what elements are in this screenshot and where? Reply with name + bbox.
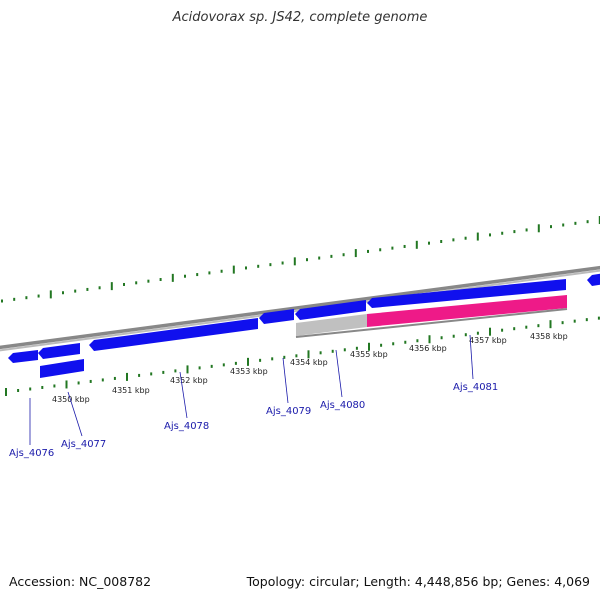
feature-outline [295,308,568,338]
gene-ajs-4080[interactable] [295,300,366,320]
scale-labels: 4350 kbp 4351 kbp 4352 kbp 4353 kbp 4354 kbp… [52,332,568,404]
upper-tick-ring [1,216,600,303]
gene-label-ajs-4079[interactable]: Ajs_4079 [266,406,311,417]
gene-label-ajs-4076[interactable]: Ajs_4076 [9,448,54,459]
gene-ajs-4079[interactable] [259,309,294,324]
gene-label-ajs-4077[interactable]: Ajs_4077 [61,439,106,450]
gene-label-ajs-4081[interactable]: Ajs_4081 [453,382,498,393]
gene-ajs-4081[interactable] [367,279,566,308]
gene-ajs-4077[interactable] [38,343,80,359]
map-title: Acidovorax sp. JS42, complete genome [172,10,428,25]
gene-label-leaders [29,334,474,445]
highlight-feature[interactable] [367,295,567,327]
gene-next[interactable] [587,273,600,286]
scale-label: 4350 kbp [52,395,90,404]
gene-ajs-4076[interactable] [8,350,38,363]
gray-feature[interactable] [296,314,367,336]
lower-tick-ring [5,316,600,396]
scale-label: 4358 kbp [530,332,568,341]
genome-summary-text: Topology: circular; Length: 4,448,856 bp… [246,574,590,589]
scale-label: 4353 kbp [230,367,268,376]
gene-ajs-4078[interactable] [89,318,258,351]
scale-label: 4355 kbp [350,350,388,359]
accession-text: Accession: NC_008782 [9,574,152,589]
scale-label: 4351 kbp [112,386,150,395]
scale-label: 4352 kbp [170,376,208,385]
gene-label-ajs-4078[interactable]: Ajs_4078 [164,421,209,432]
gene-label-ajs-4080[interactable]: Ajs_4080 [320,400,365,411]
backbone-line [0,265,600,350]
scale-label: 4354 kbp [290,358,328,367]
scale-label: 4356 kbp [409,344,447,353]
gene-ajs-4077-inner[interactable] [40,359,84,378]
scale-label: 4357 kbp [469,336,507,345]
